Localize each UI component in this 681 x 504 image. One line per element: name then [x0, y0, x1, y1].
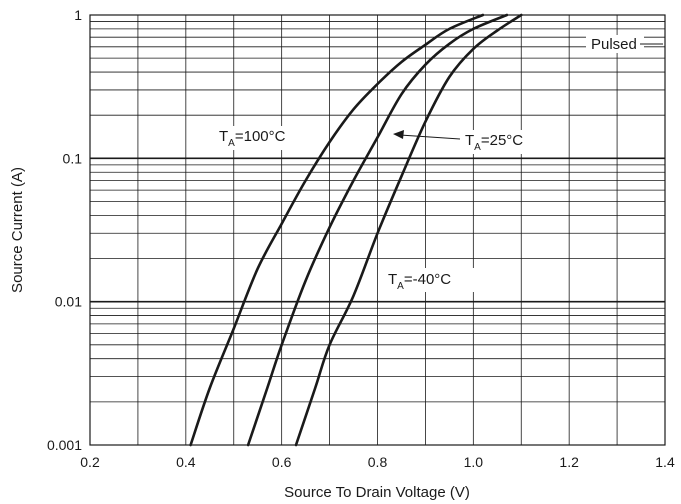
y-tick-labels: 0.001 0.01 0.1 1 — [47, 7, 82, 453]
series-line — [294, 13, 523, 447]
ta100-label-bg — [216, 126, 312, 150]
y-axis-label: Source Current (A) — [9, 167, 26, 293]
ta25-arrow-head — [393, 130, 404, 139]
y-tick-label: 0.01 — [55, 294, 82, 310]
x-tick-label: 1.0 — [464, 454, 484, 470]
series-layer — [189, 13, 523, 447]
x-tick-label: 0.2 — [80, 454, 100, 470]
x-tick-label: 0.6 — [272, 454, 292, 470]
y-tick-label: 0.001 — [47, 437, 82, 453]
series-line — [246, 13, 509, 447]
x-tick-labels: 0.2 0.4 0.6 0.8 1.0 1.2 1.4 — [80, 454, 675, 470]
ta40-label: TA=-40°C — [388, 271, 451, 292]
series-line — [189, 13, 485, 447]
ta25-label-bg — [462, 130, 542, 154]
pulsed-label-bg — [586, 35, 644, 53]
ta100-label: TA=100°C — [219, 128, 286, 149]
grid — [90, 15, 665, 445]
x-tick-label: 0.4 — [176, 454, 196, 470]
pulsed-label: Pulsed — [591, 36, 637, 53]
plot-frame — [89, 14, 666, 446]
y-tick-label: 0.1 — [63, 150, 83, 166]
ta25-label: TA=25°C — [465, 132, 523, 153]
ta25-leader-line — [399, 134, 461, 140]
x-tick-label: 1.2 — [559, 454, 579, 470]
x-tick-label: 0.8 — [368, 454, 388, 470]
x-tick-label: 1.4 — [655, 454, 675, 470]
y-tick-label: 1 — [74, 7, 82, 23]
ta40-label-bg — [385, 268, 481, 292]
x-axis-label: Source To Drain Voltage (V) — [284, 484, 470, 501]
